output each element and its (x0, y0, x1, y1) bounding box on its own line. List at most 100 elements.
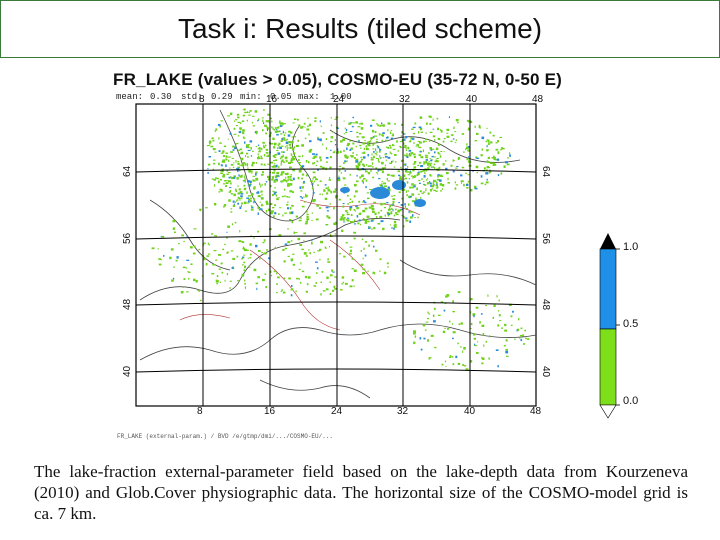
lake-cell (289, 183, 293, 186)
lake-cell (253, 236, 255, 239)
lake-cell (291, 149, 295, 151)
lake-cell (248, 198, 251, 200)
lake-cell (474, 140, 478, 142)
lake-cell (433, 179, 436, 183)
lake-cell (519, 335, 523, 337)
lake-cell (222, 174, 225, 177)
lake-cell (227, 138, 229, 140)
lake-cell (455, 184, 459, 186)
lake-cell (345, 128, 348, 132)
lake-cell (222, 248, 225, 251)
lake-cell (381, 161, 384, 165)
lake-cell (292, 191, 295, 193)
lake-cell (157, 248, 159, 250)
lake-cell (386, 211, 390, 214)
lake-cell (389, 146, 392, 149)
lake-cell (438, 153, 441, 155)
lake-cell (247, 201, 249, 204)
lake-cell (336, 152, 340, 154)
lake-cell (288, 141, 292, 144)
lake-cell (304, 222, 308, 225)
lake-cell (227, 156, 231, 158)
lake-cell (301, 144, 304, 147)
lake-cell (398, 191, 401, 194)
lake-cell (271, 166, 275, 168)
lake-cell (334, 118, 337, 120)
lake-cell (309, 252, 311, 255)
lake-cell (463, 183, 465, 187)
lake-cell (382, 124, 385, 127)
lake-cell (295, 144, 299, 147)
lake-cell (486, 160, 489, 163)
lake-cell (242, 109, 244, 111)
coastline (219, 109, 314, 222)
lake-cell (229, 132, 232, 135)
lake-cell (329, 274, 333, 277)
lake-cell (317, 138, 320, 141)
lake-cell (383, 271, 387, 275)
lake-cell (238, 188, 241, 191)
lake-cell (373, 245, 375, 248)
lake-cell (340, 140, 343, 143)
lake-cell (247, 167, 249, 170)
lake-cell (241, 163, 245, 167)
lake-cell (351, 268, 354, 270)
lake-cell (387, 215, 389, 217)
lake-cell (427, 167, 430, 170)
lake-cell (401, 214, 403, 217)
lake-cell (460, 182, 462, 184)
lake-cell (343, 120, 345, 122)
lake-cell (208, 140, 212, 144)
lake-cell (488, 357, 490, 360)
lake-cell (281, 288, 283, 292)
lake-cell (281, 173, 283, 176)
lake-cell (290, 294, 293, 297)
lake-cell (328, 179, 331, 181)
lake-cell (169, 256, 172, 260)
lake-cell (454, 187, 457, 190)
lake-cell (371, 119, 375, 121)
lake-cell (220, 170, 222, 172)
lake-cell (219, 179, 222, 181)
lake-cell (308, 150, 312, 153)
lake-cell (345, 219, 348, 221)
lake-cell (387, 266, 389, 268)
lake-cell (417, 145, 419, 148)
lake-cell (260, 147, 262, 150)
lake-cell (290, 174, 293, 176)
lake-cell (286, 196, 289, 198)
lake-cell (236, 113, 240, 116)
lake-cell (210, 145, 214, 148)
lake-cell (355, 158, 359, 161)
lake-cell (244, 210, 247, 212)
lake-cell (286, 172, 289, 175)
lake-cell (397, 149, 399, 152)
lake-cell (416, 143, 419, 146)
lake-cell (409, 171, 412, 174)
lake-cell (292, 147, 295, 150)
lake-cell (213, 203, 217, 206)
lake-cell (236, 255, 239, 258)
lake-cell (293, 152, 296, 155)
lake-cell (436, 182, 438, 186)
lake-cell (380, 202, 383, 206)
lake-cell (440, 175, 444, 177)
lake-cell (365, 179, 368, 182)
lake-cell (354, 210, 357, 212)
lake-cell (426, 178, 429, 180)
lake-cell (370, 220, 374, 222)
lake-cell (267, 202, 269, 204)
colorbar-label-mid: 0.5 (623, 318, 639, 330)
lake-cell (460, 180, 464, 183)
lake-cell (425, 189, 427, 191)
lake-cell (248, 180, 250, 183)
lake-cell (208, 243, 210, 246)
stat-min-value: 0.05 (270, 92, 292, 102)
lake-cell (343, 184, 347, 186)
lake-cell (527, 338, 530, 340)
lake-cell (290, 153, 293, 156)
lake-cell (341, 214, 345, 217)
lake-cell (356, 136, 359, 138)
lake-cell (394, 208, 397, 211)
lake-cell (212, 168, 215, 170)
